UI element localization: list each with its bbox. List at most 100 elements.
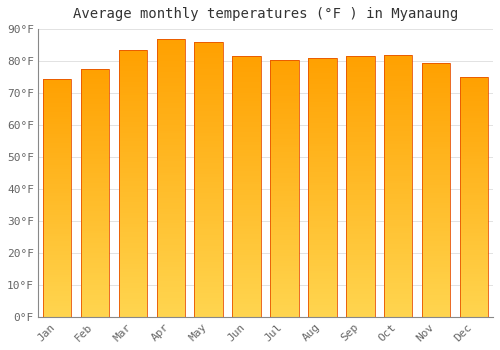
Bar: [81, 201, 109, 203]
Bar: [43, 189, 72, 191]
Bar: [156, 55, 185, 58]
Bar: [308, 79, 336, 81]
Bar: [422, 282, 450, 285]
Bar: [81, 313, 109, 315]
Bar: [308, 289, 336, 292]
Bar: [460, 159, 488, 161]
Bar: [156, 150, 185, 153]
Bar: [422, 170, 450, 172]
Bar: [194, 166, 223, 169]
Bar: [460, 250, 488, 253]
Bar: [232, 127, 261, 130]
Bar: [156, 131, 185, 133]
Bar: [232, 96, 261, 98]
Bar: [270, 258, 299, 261]
Bar: [43, 208, 72, 210]
Bar: [308, 169, 336, 172]
Bar: [422, 83, 450, 86]
Bar: [118, 133, 147, 135]
Bar: [422, 175, 450, 177]
Bar: [346, 242, 374, 244]
Bar: [156, 139, 185, 142]
Bar: [422, 132, 450, 134]
Bar: [270, 248, 299, 250]
Bar: [460, 279, 488, 281]
Bar: [118, 296, 147, 299]
Bar: [232, 166, 261, 169]
Bar: [43, 232, 72, 234]
Bar: [422, 80, 450, 83]
Bar: [232, 250, 261, 252]
Bar: [43, 126, 72, 129]
Bar: [346, 75, 374, 77]
Bar: [384, 244, 412, 246]
Bar: [422, 307, 450, 310]
Bar: [384, 233, 412, 236]
Bar: [422, 195, 450, 198]
Bar: [81, 119, 109, 121]
Bar: [346, 64, 374, 67]
Bar: [156, 128, 185, 131]
Bar: [232, 161, 261, 163]
Bar: [308, 97, 336, 99]
Bar: [346, 69, 374, 72]
Bar: [460, 200, 488, 202]
Bar: [346, 296, 374, 299]
Bar: [81, 102, 109, 104]
Bar: [346, 96, 374, 98]
Bar: [384, 189, 412, 191]
Bar: [308, 167, 336, 169]
Bar: [118, 77, 147, 79]
Bar: [460, 94, 488, 96]
Bar: [460, 128, 488, 130]
Bar: [194, 42, 223, 45]
Bar: [232, 296, 261, 299]
Bar: [194, 138, 223, 141]
Bar: [118, 176, 147, 178]
Bar: [232, 286, 261, 289]
Bar: [156, 38, 185, 41]
Bar: [118, 264, 147, 267]
Bar: [422, 104, 450, 106]
Bar: [194, 243, 223, 246]
Bar: [232, 140, 261, 142]
Bar: [118, 283, 147, 285]
Bar: [346, 281, 374, 284]
Bar: [422, 261, 450, 264]
Bar: [81, 208, 109, 211]
Bar: [194, 246, 223, 248]
Bar: [43, 179, 72, 181]
Bar: [308, 123, 336, 125]
Bar: [81, 94, 109, 97]
Bar: [43, 262, 72, 265]
Bar: [43, 282, 72, 284]
Bar: [270, 75, 299, 78]
Bar: [194, 216, 223, 218]
Bar: [308, 66, 336, 68]
Bar: [194, 158, 223, 160]
Bar: [194, 251, 223, 254]
Bar: [232, 210, 261, 213]
Bar: [232, 255, 261, 257]
Bar: [422, 139, 450, 142]
Bar: [194, 75, 223, 78]
Bar: [308, 312, 336, 315]
Bar: [81, 84, 109, 86]
Bar: [308, 138, 336, 141]
Bar: [232, 106, 261, 108]
Bar: [118, 61, 147, 63]
Bar: [460, 293, 488, 296]
Bar: [194, 207, 223, 210]
Bar: [308, 99, 336, 102]
Bar: [346, 166, 374, 169]
Bar: [308, 263, 336, 266]
Bar: [43, 210, 72, 212]
Bar: [81, 72, 109, 74]
Bar: [81, 121, 109, 124]
Bar: [156, 122, 185, 125]
Bar: [346, 247, 374, 250]
Bar: [384, 147, 412, 149]
Bar: [270, 191, 299, 194]
Bar: [460, 303, 488, 306]
Bar: [43, 174, 72, 177]
